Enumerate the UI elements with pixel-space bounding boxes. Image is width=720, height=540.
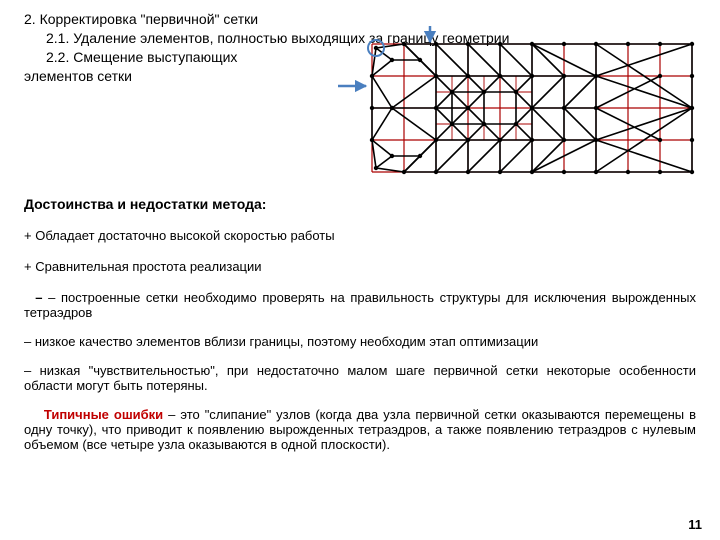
con-1: – – построенные сетки необходимо проверя… xyxy=(24,290,696,320)
dash-icon: – xyxy=(35,290,42,305)
pros-cons-heading: Достоинства и недостатки метода: xyxy=(24,196,696,212)
page-number: 11 xyxy=(688,517,702,532)
pro-2: + Сравнительная простота реализации xyxy=(24,259,696,274)
mesh-diagram xyxy=(312,24,702,194)
pro-1: + Обладает достаточно высокой скоростью … xyxy=(24,228,696,243)
typical-errors: Типичные ошибки – это "слипание" узлов (… xyxy=(24,407,696,452)
con-1-text: – построенные сетки необходимо проверять… xyxy=(24,290,696,320)
errors-lead: Типичные ошибки xyxy=(44,407,163,422)
con-2: – низкое качество элементов вблизи грани… xyxy=(24,334,696,349)
con-3: – низкая "чувствительностью", при недост… xyxy=(24,363,696,393)
